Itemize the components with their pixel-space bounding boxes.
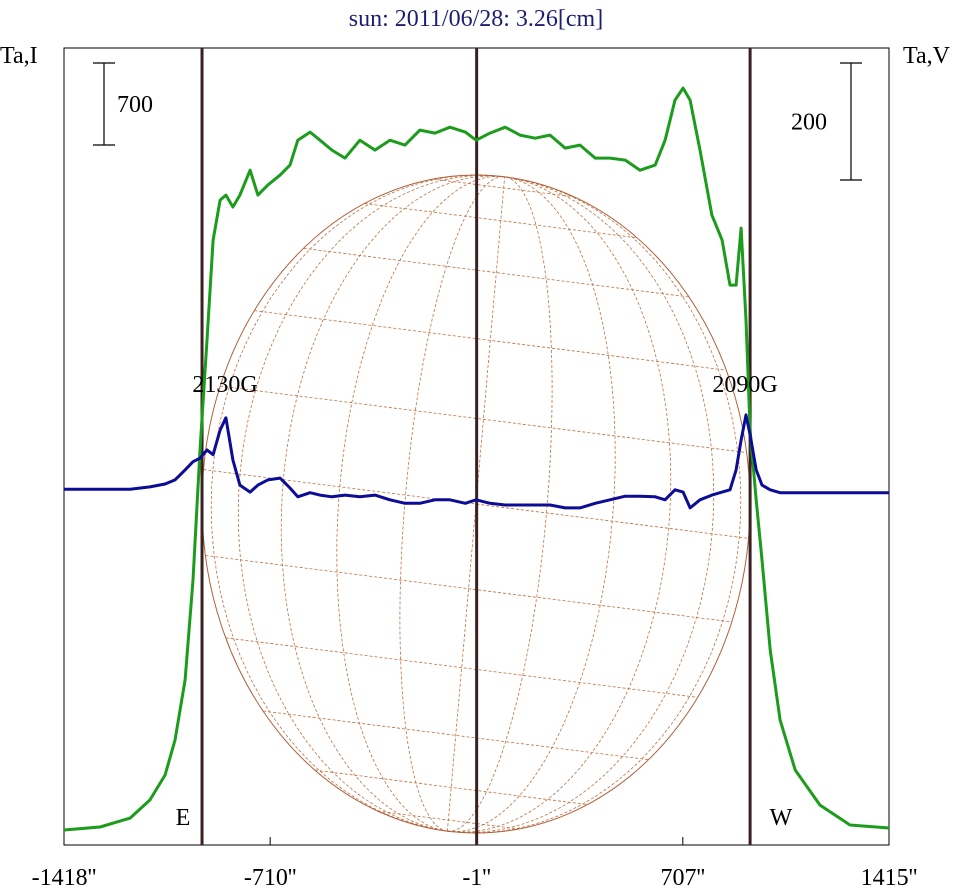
annotation: W <box>770 805 793 831</box>
y-axis-label: Ta,I <box>0 43 38 69</box>
scale-bar <box>840 62 862 181</box>
parallel <box>263 710 649 761</box>
scale-bar <box>93 62 115 146</box>
scale-bar-label: 700 <box>117 92 153 118</box>
annotation: 2130G <box>192 372 257 398</box>
parallel <box>433 178 575 198</box>
y2-axis-label: Ta,V <box>903 43 951 69</box>
x-tick-label: -710'' <box>244 865 297 891</box>
chart-title: sun: 2011/06/28: 3.26[cm] <box>349 6 603 32</box>
annotation: 2090G <box>712 372 777 398</box>
x-tick-label: 707'' <box>660 865 705 891</box>
parallel <box>203 469 749 539</box>
parallel <box>254 310 727 371</box>
x-tick-label: -1'' <box>462 865 491 891</box>
parallel <box>303 247 689 298</box>
x-tick-label: 1415'' <box>861 865 918 891</box>
annotation: E <box>176 805 191 831</box>
sun-disk <box>201 174 751 834</box>
parallel <box>225 637 698 698</box>
parallel <box>364 203 638 239</box>
x-tick-label: -1418'' <box>32 865 97 891</box>
meridian <box>447 176 672 833</box>
scale-bar-label: 200 <box>791 110 827 136</box>
series-line <box>63 86 890 832</box>
meridian <box>447 176 715 833</box>
parallel <box>377 810 519 830</box>
parallel <box>314 769 588 805</box>
parallel <box>205 555 732 623</box>
parallel <box>220 385 747 453</box>
series-line <box>64 413 889 510</box>
